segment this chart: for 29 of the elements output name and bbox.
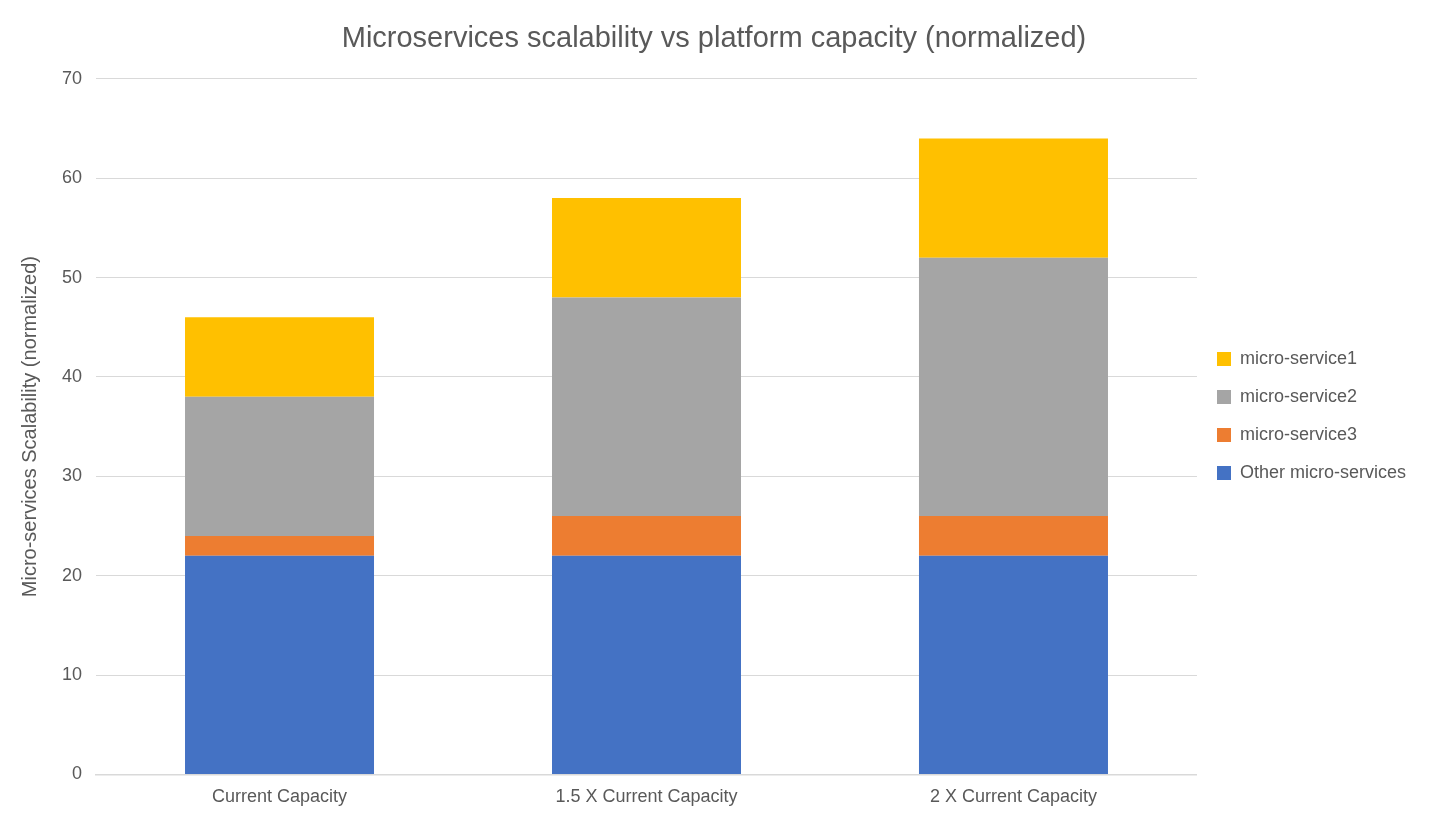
bar bbox=[918, 257, 1108, 517]
y-tick-label: 30 bbox=[61, 465, 83, 486]
y-tick-label: 40 bbox=[61, 365, 83, 386]
y-tick-label: 50 bbox=[61, 266, 83, 287]
legend-label: micro-service3 bbox=[1239, 423, 1358, 444]
legend-label: micro-service2 bbox=[1239, 385, 1358, 406]
x-tick-label: 2 X Current Capacity bbox=[929, 786, 1098, 807]
y-axis-title: Micro-services Scalability (normalized) bbox=[17, 256, 40, 598]
y-tick-label: 0 bbox=[72, 763, 83, 784]
bar bbox=[552, 198, 741, 298]
y-tick-label: 70 bbox=[61, 67, 83, 88]
y-tick-label: 10 bbox=[61, 664, 83, 684]
bar bbox=[185, 535, 375, 556]
legend-label: Other micro-services bbox=[1239, 461, 1407, 482]
chart-title: Microservices scalability vs platform capacity (normalized) bbox=[341, 21, 1087, 54]
y-tick-label: 20 bbox=[61, 564, 83, 585]
bar bbox=[918, 516, 1108, 556]
bar bbox=[918, 138, 1108, 258]
x-tick-label: Current Capacity bbox=[211, 786, 348, 807]
y-tick-label: 60 bbox=[61, 167, 83, 188]
bar bbox=[185, 317, 375, 397]
bar bbox=[185, 555, 375, 774]
bar bbox=[552, 516, 741, 556]
x-tick-label: 1.5 X Current Capacity bbox=[555, 786, 738, 807]
bar bbox=[552, 555, 741, 774]
bar bbox=[552, 297, 741, 517]
bar bbox=[185, 396, 375, 536]
legend-label: micro-service1 bbox=[1239, 347, 1358, 368]
bar bbox=[918, 555, 1108, 774]
